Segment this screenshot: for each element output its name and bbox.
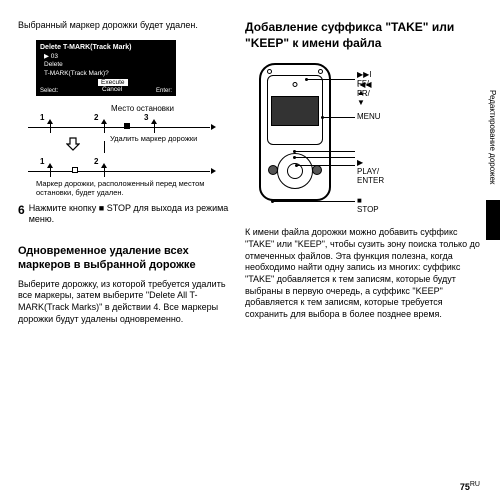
diag-num-3: 3 (144, 113, 148, 122)
side-tab-text: Редактирование дорожек (488, 90, 497, 184)
side-tab: Редактирование дорожек (480, 160, 500, 310)
intro-text: Выбранный маркер дорожки будет удален. (18, 20, 233, 32)
step-6-text: Нажмите кнопку ■ STOP для выхода из режи… (29, 203, 233, 226)
diag-num-2b: 2 (94, 157, 98, 166)
label-stop: ■ STOP (357, 197, 379, 215)
screen-footer-right: Enter: (156, 88, 172, 94)
diag-num-1b: 1 (40, 157, 44, 166)
screen-execute: Execute (98, 79, 128, 86)
track-diagram: Место остановки 1 2 3 Удалить маркер (24, 104, 214, 197)
diag-num-2: 2 (94, 113, 98, 122)
label-menu: MENU (357, 113, 381, 122)
lcd-screen: Delete T-MARK(Track Mark) ▶ 03 Delete T-… (36, 40, 176, 96)
label-play: ▶ PLAY/ ENTER (357, 159, 384, 185)
section-delete-all: Одновременное удаление всех маркеров в в… (18, 244, 233, 273)
screen-line1: ▶ 03 (40, 53, 172, 61)
diag-delete-label: Удалить маркер дорожки (110, 135, 197, 143)
diag-top-label: Место остановки (24, 104, 174, 113)
section-suffix: Добавление суффикса "TAKE" или "KEEP" к … (245, 20, 482, 51)
step-6-num: 6 (18, 203, 25, 234)
screen-line2: Delete (40, 61, 172, 69)
screen-line3: T-MARK(Track Mark)? (40, 70, 172, 78)
label-fr: I◀◀ FR/ ▼ (357, 81, 372, 107)
diag-caption: Маркер дорожки, расположенный перед мест… (36, 179, 214, 197)
diag-num-1: 1 (40, 113, 44, 122)
suffix-body: К имени файла дорожки можно добавить суф… (245, 227, 482, 321)
screen-footer-left: Select: (40, 88, 58, 94)
device-illustration: ▶▶I FF/ ▲, I◀◀ FR/ ▼ MENU ▶ PLAY/ ENTER … (245, 57, 355, 217)
delete-all-body: Выберите дорожку, из которой требуется у… (18, 279, 233, 326)
page-number: 75RU (460, 481, 480, 492)
screen-title: Delete T-MARK(Track Mark) (40, 44, 172, 51)
